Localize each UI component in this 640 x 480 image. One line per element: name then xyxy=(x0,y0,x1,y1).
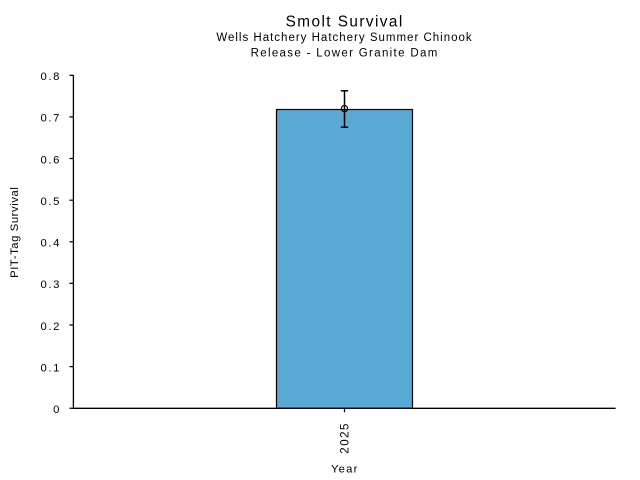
svg-text:0.3: 0.3 xyxy=(40,279,61,291)
svg-text:Release - Lower Granite Dam: Release - Lower Granite Dam xyxy=(251,47,439,59)
svg-text:2025: 2025 xyxy=(339,422,351,454)
svg-text:0: 0 xyxy=(53,404,61,416)
svg-text:0.8: 0.8 xyxy=(40,71,61,83)
svg-text:Smolt Survival: Smolt Survival xyxy=(286,13,404,30)
svg-text:PIT-Tag Survival: PIT-Tag Survival xyxy=(9,187,21,278)
svg-text:0.1: 0.1 xyxy=(40,362,61,374)
svg-text:0.6: 0.6 xyxy=(40,154,61,166)
svg-text:0.4: 0.4 xyxy=(40,238,61,250)
svg-text:0.5: 0.5 xyxy=(40,196,61,208)
svg-text:Wells Hatchery Hatchery Summer: Wells Hatchery Hatchery Summer Chinook xyxy=(216,32,472,44)
svg-text:Year: Year xyxy=(331,464,359,476)
svg-text:0.2: 0.2 xyxy=(40,321,61,333)
svg-text:0.7: 0.7 xyxy=(40,113,61,125)
